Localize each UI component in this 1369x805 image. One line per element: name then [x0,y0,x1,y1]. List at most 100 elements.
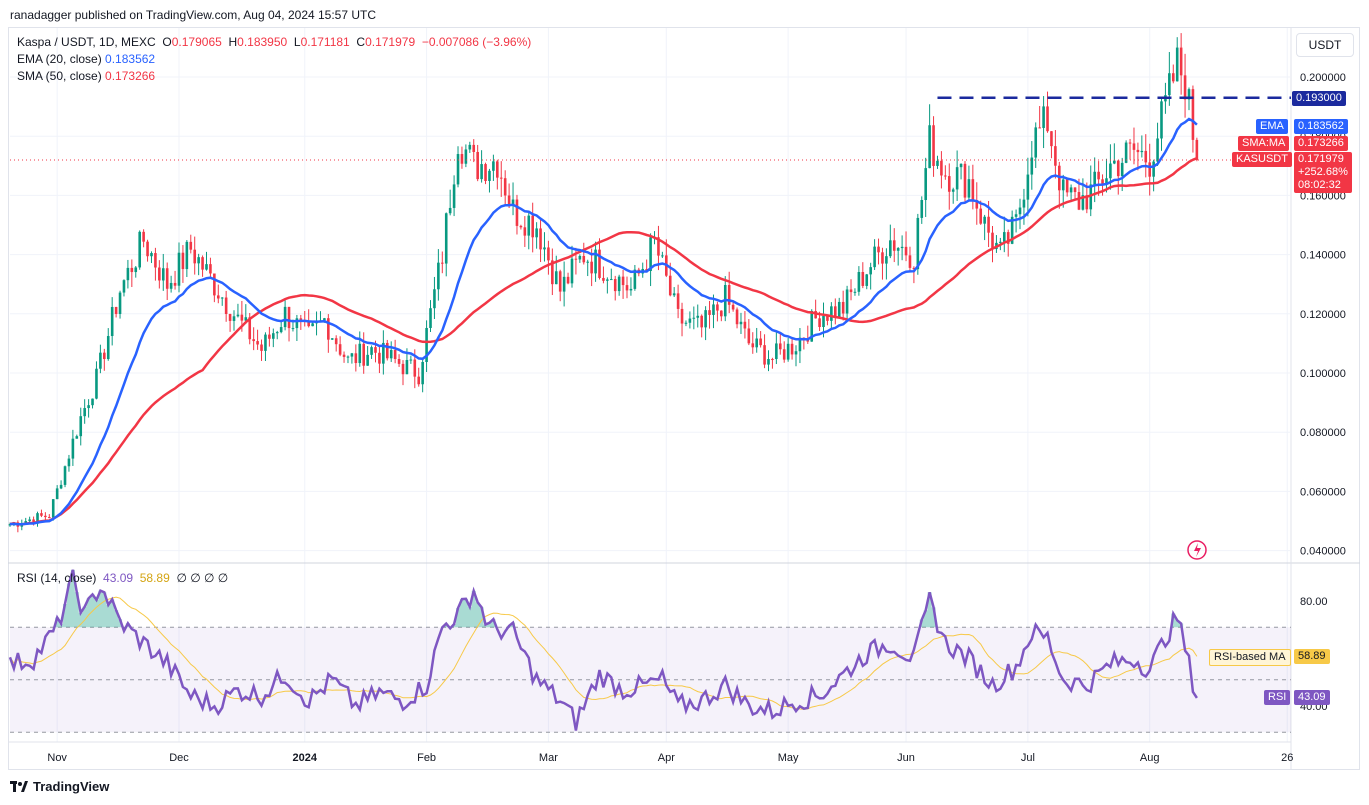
ema-legend[interactable]: EMA (20, close) 0.183562 [17,52,156,66]
candle-body [216,295,220,299]
candle-body [696,315,700,318]
candle-body [1038,127,1041,129]
candle-body [712,304,715,315]
candle-body [551,260,554,285]
rsi-legend[interactable]: RSI (14, close) 43.09 58.89 ∅ ∅ ∅ ∅ [17,571,229,585]
candle-body [110,306,114,337]
candle-body [441,262,444,264]
footer-brand: TradingView [33,779,110,794]
candle-body [786,343,790,360]
candle-body [944,175,947,177]
candle-body [95,368,98,399]
candle-body [904,246,908,256]
candle-body [1120,162,1124,177]
time-axis-label: Mar [539,752,558,764]
candle-body [857,272,861,292]
candle-body [44,515,47,518]
candle-body [955,167,959,190]
candle-body [853,291,857,293]
candle-body [32,519,35,524]
candle-body [1175,47,1179,82]
price-axis-label: 0.100000 [1300,368,1346,380]
candle-body [570,258,574,284]
sma-legend[interactable]: SMA (50, close) 0.173266 [17,69,156,83]
candle-body [197,257,200,264]
ema-value: 0.183562 [105,52,156,66]
candle-body [220,297,224,299]
candle-body [1061,179,1065,191]
candle-body [672,293,676,296]
candles [8,33,1199,533]
time-axis-label: Dec [169,752,189,764]
symbol-label[interactable]: Kaspa / USDT, 1D, MEXC [17,35,156,49]
candle-body [272,333,275,339]
candle-body [912,267,916,270]
candle-body [763,345,766,365]
candle-body [350,353,354,357]
tradingview-logo[interactable]: TradingView [10,779,109,794]
candle-body [158,267,161,281]
last-price-badge: 0.171979 +252.68% 08:02:32 [1294,152,1352,193]
candle-body [374,347,377,353]
candle-body [232,316,236,321]
candle-body [1014,214,1018,217]
candle-body [134,267,138,273]
candle-body [181,252,185,270]
candle-body [822,315,825,328]
candle-body [488,170,491,181]
candle-body [291,328,295,330]
candle-body [739,321,743,325]
candle-body [1171,73,1175,82]
candle-body [1093,171,1096,185]
candle-body [142,231,145,242]
candle-body [342,354,346,357]
candle-body [409,359,413,361]
time-axis-label: Jul [1021,752,1035,764]
candle-body [476,151,479,180]
candle-body [240,314,244,321]
candle-body [323,318,326,321]
candle-body [1050,131,1053,147]
candle-body [869,267,872,275]
candle-body [452,184,456,208]
candle-body [256,341,259,345]
candle-body [727,285,731,305]
candle-body [1109,163,1112,179]
candle-body [527,215,531,236]
candle-body [492,161,495,171]
candle-body [837,301,841,318]
candle-body [940,160,943,176]
price-axis-label: 0.040000 [1300,546,1346,558]
candle-body [751,343,755,348]
close-value: 0.171979 [365,35,416,49]
candle-body [767,359,770,365]
candle-body [523,227,527,236]
ticker-tag: KASUSDT [1232,152,1292,167]
candle-body [40,513,43,516]
candle-body [1054,146,1057,166]
candle-body [1152,161,1155,177]
candle-body [900,246,904,249]
candle-body [1113,160,1116,164]
candle-body [602,277,605,281]
candle-body [193,249,197,264]
candle-body [676,293,680,309]
currency-button[interactable]: USDT [1296,33,1354,57]
candle-body [36,513,39,524]
time-axis-label: May [778,752,799,764]
candle-body [790,343,794,355]
candle-body [999,241,1002,243]
candle-body [511,199,515,206]
candle-body [1140,150,1144,153]
candle-body [1105,178,1108,185]
candle-body [397,359,401,364]
candle-body [1089,184,1093,210]
ema-20-line [9,117,1198,526]
candle-body [87,405,90,409]
candle-body [382,342,385,364]
candle-body [566,276,570,284]
candle-body [106,336,110,360]
candle-body [700,315,703,328]
candle-body [881,252,884,264]
